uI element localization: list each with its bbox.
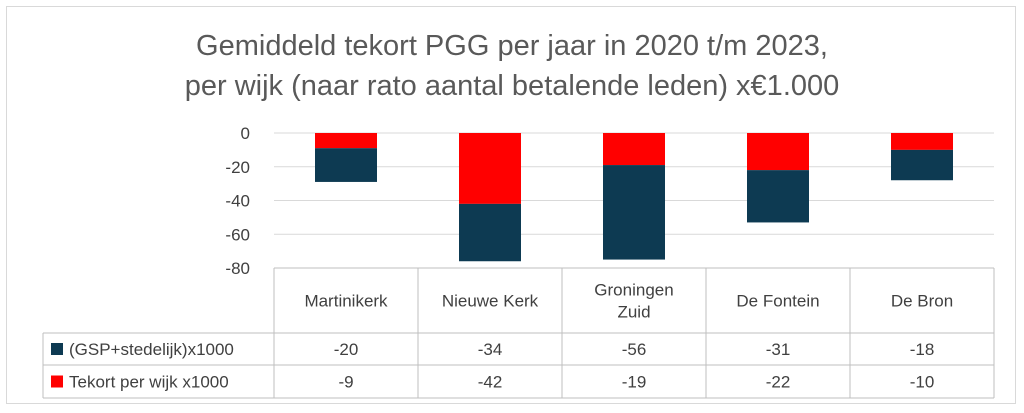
- y-tick-label: -60: [225, 225, 250, 244]
- bar-tekort: [459, 133, 521, 204]
- table-cell-value: -31: [766, 340, 791, 359]
- table-cell-value: -18: [910, 340, 935, 359]
- legend-key: [51, 343, 63, 355]
- chart-frame: Gemiddeld tekort PGG per jaar in 2020 t/…: [6, 6, 1016, 404]
- series-label: (GSP+stedelijk)x1000: [69, 340, 234, 359]
- y-tick-label: -40: [225, 192, 250, 211]
- bar-gsp: [747, 170, 809, 223]
- category-label: Nieuwe Kerk: [442, 292, 539, 311]
- table-cell-value: -56: [622, 340, 647, 359]
- bar-gsp: [459, 203, 521, 262]
- table-cell-value: -20: [334, 340, 359, 359]
- table-cell-value: -10: [910, 373, 935, 392]
- legend-key: [51, 375, 63, 388]
- chart-title-line: per wijk (naar rato aantal betalende led…: [185, 70, 840, 102]
- y-tick-label: -20: [225, 158, 250, 177]
- series-label: Tekort per wijk x1000: [69, 373, 229, 392]
- table-cell-value: -9: [338, 373, 353, 392]
- bar-tekort: [603, 133, 665, 166]
- bar-gsp: [315, 148, 377, 182]
- category-label: Zuid: [617, 303, 650, 322]
- category-label: De Fontein: [736, 292, 819, 311]
- table-cell-value: -42: [478, 373, 503, 392]
- y-tick-label: 0: [241, 124, 250, 143]
- data-table: Martinikerk Nieuwe Kerk Groningen Zuid De Fo…: [42, 267, 995, 399]
- chart-title: Gemiddeld tekort PGG per jaar in 2020 t/…: [185, 30, 840, 102]
- table-cell-value: -22: [766, 373, 791, 392]
- chart-title-line: Gemiddeld tekort PGG per jaar in 2020 t/…: [196, 30, 828, 62]
- bar-tekort: [315, 133, 377, 149]
- table-cell-value: -34: [478, 340, 503, 359]
- bars: [315, 133, 953, 262]
- y-axis-ticks: 0 -20 -40 -60 -80: [225, 124, 250, 278]
- category-label: Martinikerk: [304, 292, 388, 311]
- y-tick-label: -80: [225, 259, 250, 278]
- category-label: De Bron: [891, 292, 953, 311]
- table-cell-value: -19: [622, 373, 647, 392]
- bar-gsp: [891, 149, 953, 181]
- category-label: Groningen: [594, 281, 673, 300]
- bar-tekort: [747, 133, 809, 171]
- chart-svg: Gemiddeld tekort PGG per jaar in 2020 t/…: [42, 30, 995, 399]
- bar-gsp: [603, 165, 665, 260]
- bar-tekort: [891, 133, 953, 150]
